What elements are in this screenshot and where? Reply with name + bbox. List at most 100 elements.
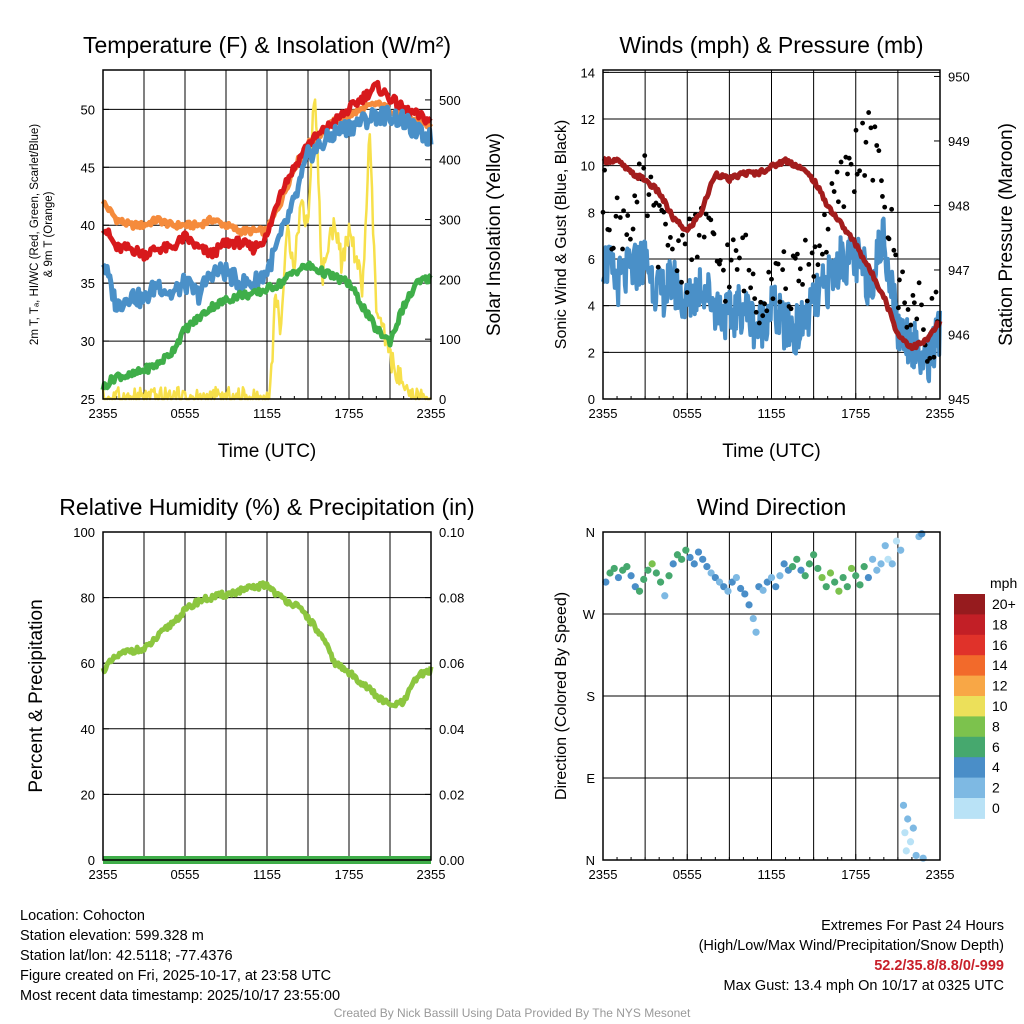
wind-direction-point bbox=[741, 590, 749, 598]
x-tick-label: 0555 bbox=[673, 867, 702, 882]
gust-point bbox=[780, 267, 786, 273]
x-tick-label: 1155 bbox=[758, 406, 786, 421]
x-tick-label: 2355 bbox=[417, 867, 446, 882]
gust-point bbox=[916, 280, 922, 286]
wind-direction-point bbox=[897, 546, 905, 554]
y-tick-label-right: 0.02 bbox=[439, 787, 464, 802]
gust-point bbox=[630, 226, 636, 232]
gust-point bbox=[746, 267, 752, 273]
gust-point bbox=[831, 189, 837, 194]
y-tick-label-right: 0.04 bbox=[439, 722, 464, 737]
gust-point bbox=[812, 244, 818, 250]
x-tick-label: 2355 bbox=[589, 867, 618, 882]
gust-point bbox=[696, 232, 702, 238]
x-tick-label: 1755 bbox=[841, 867, 870, 882]
y-tick-label-left: N bbox=[586, 525, 595, 540]
gust-point bbox=[889, 206, 895, 212]
colorbar-level-label: 14 bbox=[992, 657, 1008, 673]
gust-point bbox=[686, 216, 692, 222]
wind-direction-point bbox=[881, 542, 889, 550]
gust-point bbox=[800, 281, 805, 287]
gust-point bbox=[655, 264, 661, 270]
x-tick-label: 2355 bbox=[589, 406, 618, 421]
colorbar-level-label: 12 bbox=[992, 678, 1008, 694]
gust-point bbox=[902, 300, 908, 306]
y-tick-label-left: 12 bbox=[581, 112, 595, 127]
recent-timestamp-text: Most recent data timestamp: 2025/10/17 2… bbox=[20, 988, 341, 1004]
wind-direction-point bbox=[602, 578, 610, 586]
temperature-chart-right-axis-label: Solar Insolation (Yellow) bbox=[484, 133, 505, 336]
y-tick-label-right: 0 bbox=[439, 392, 446, 407]
wind-direction-point bbox=[614, 573, 623, 582]
gust-point bbox=[689, 257, 695, 263]
y-tick-label-left: 100 bbox=[73, 525, 95, 540]
x-tick-label: 2355 bbox=[89, 406, 118, 421]
y-tick-label-left: S bbox=[586, 689, 595, 704]
gust-point bbox=[628, 236, 633, 242]
wind-direction-point bbox=[843, 583, 851, 591]
series-line-2m-t bbox=[101, 79, 433, 262]
y-tick-label-right: 948 bbox=[948, 198, 970, 213]
temperature-chart-x-axis-label: Time (UTC) bbox=[218, 441, 317, 462]
gust-point bbox=[748, 285, 754, 291]
plot-border bbox=[602, 69, 941, 400]
gust-point bbox=[653, 200, 659, 206]
colorbar-swatch bbox=[954, 655, 985, 677]
wind-direction-point bbox=[627, 572, 635, 580]
gust-point bbox=[792, 255, 798, 261]
gust-point bbox=[756, 320, 762, 326]
gust-point bbox=[829, 181, 835, 186]
wind-direction-point bbox=[873, 566, 881, 574]
x-tick-label: 1155 bbox=[758, 867, 786, 882]
colorbar-swatch bbox=[954, 675, 985, 697]
x-tick-label: 2355 bbox=[926, 406, 955, 421]
series-line-td bbox=[100, 260, 433, 391]
wind-direction-point bbox=[635, 587, 644, 595]
wind-direction-point bbox=[686, 553, 694, 562]
gust-point bbox=[665, 242, 671, 248]
x-tick-label: 0555 bbox=[171, 867, 200, 882]
extremes-title: Extremes For Past 24 Hours bbox=[821, 918, 1004, 934]
gust-point bbox=[845, 171, 850, 177]
wind-direction-point bbox=[703, 563, 711, 571]
wind-direction-point bbox=[912, 851, 920, 860]
gust-point bbox=[854, 171, 860, 177]
gust-point bbox=[921, 327, 926, 332]
gust-point bbox=[624, 232, 630, 238]
gust-point bbox=[783, 286, 789, 292]
gust-point bbox=[876, 148, 882, 154]
wind-direction-point bbox=[901, 829, 909, 837]
wind-direction-point bbox=[767, 573, 776, 582]
winds-chart-right-axis-label: Station Pressure (Maroon) bbox=[996, 123, 1017, 346]
wind-direction-point bbox=[864, 573, 872, 582]
gust-point bbox=[648, 174, 654, 180]
y-tick-label-right: 949 bbox=[948, 134, 970, 149]
latlon-text: Station lat/lon: 42.5118; -77.4376 bbox=[20, 948, 233, 964]
y-tick-label-left: 25 bbox=[81, 392, 95, 407]
colorbar-swatch bbox=[954, 736, 985, 758]
gust-point bbox=[919, 302, 924, 308]
y-axis-label-line: & 9m T (Orange) bbox=[43, 191, 55, 277]
gust-point bbox=[676, 238, 681, 244]
wind-direction-point bbox=[869, 555, 877, 563]
gust-point bbox=[910, 293, 916, 298]
plot-border bbox=[102, 69, 432, 400]
gust-point bbox=[750, 271, 756, 277]
gust-point bbox=[809, 250, 815, 256]
gust-point bbox=[929, 295, 935, 301]
gust-point bbox=[857, 168, 862, 174]
wind-direction-point bbox=[780, 560, 788, 568]
colorbar-level-label: 2 bbox=[992, 780, 1000, 796]
wind-direction-point bbox=[715, 578, 724, 586]
gust-point bbox=[661, 209, 667, 215]
gust-point bbox=[904, 324, 910, 330]
gust-point bbox=[617, 215, 623, 220]
gust-point bbox=[893, 252, 899, 258]
gust-point bbox=[610, 245, 616, 251]
gust-point bbox=[802, 237, 808, 243]
y-tick-label-right: 950 bbox=[948, 69, 970, 84]
gust-point bbox=[796, 278, 802, 284]
gust-point bbox=[733, 248, 739, 253]
colorbar-swatch bbox=[954, 798, 985, 819]
